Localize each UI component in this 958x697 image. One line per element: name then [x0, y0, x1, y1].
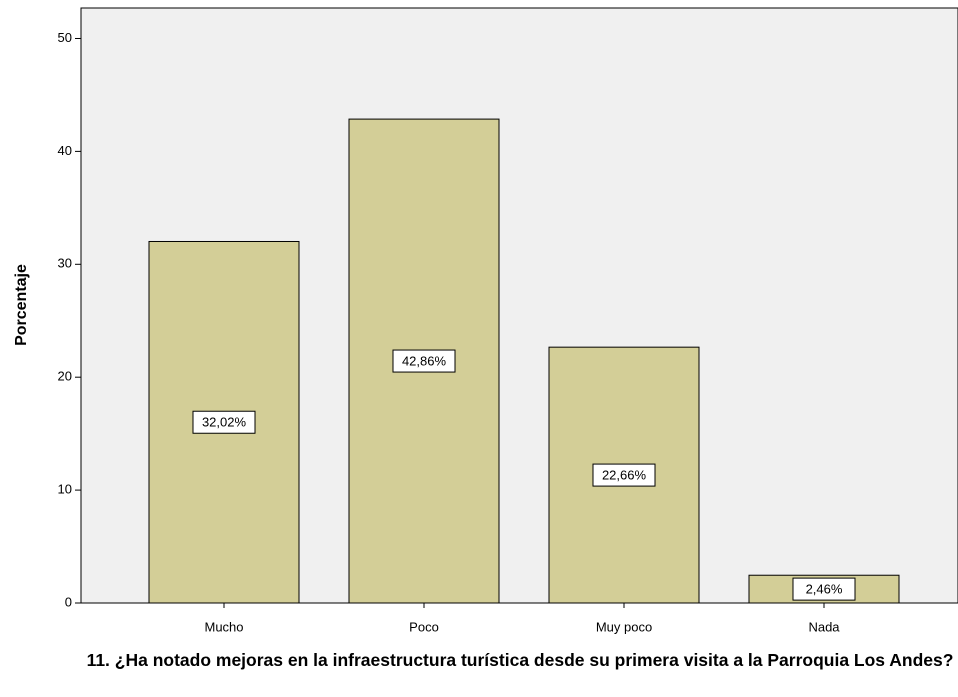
y-tick-label: 10: [58, 482, 72, 497]
value-label-box: [192, 410, 256, 434]
x-tick-label: Nada: [808, 619, 840, 634]
value-label: 42,86%: [402, 353, 447, 368]
value-label-box: [792, 577, 856, 601]
value-label: 32,02%: [202, 415, 247, 430]
x-tick-label: Poco: [409, 619, 439, 634]
value-label-box: [392, 349, 456, 373]
x-tick-label: Muy poco: [596, 619, 652, 634]
value-label: 2,46%: [806, 582, 843, 597]
y-tick-label: 0: [65, 594, 72, 609]
y-tick-label: 50: [58, 30, 72, 45]
value-label: 22,66%: [602, 468, 647, 483]
x-axis-title: 11. ¿Ha notado mejoras en la infraestruc…: [86, 650, 954, 670]
y-axis-title: Porcentaje: [13, 264, 30, 346]
y-tick-label: 30: [58, 256, 72, 271]
y-tick-label: 40: [58, 143, 72, 158]
x-tick-label: Mucho: [204, 619, 243, 634]
y-tick-label: 20: [58, 369, 72, 384]
value-label-box: [592, 463, 656, 487]
